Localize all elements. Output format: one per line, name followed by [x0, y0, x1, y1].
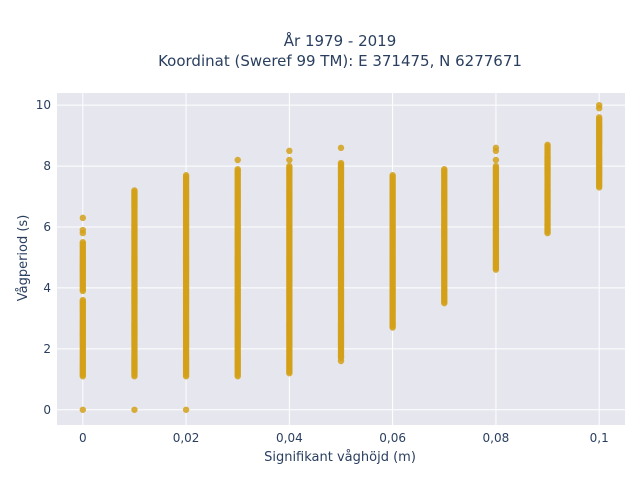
x-tick-label: 0,06	[379, 431, 406, 445]
y-axis-ticks: 0 2 4 6 8 10	[36, 98, 51, 417]
data-point	[544, 141, 551, 148]
data-point	[79, 214, 87, 222]
x-tick-label: 0,02	[173, 431, 200, 445]
x-tick-label: 0	[79, 431, 87, 445]
data-point	[595, 114, 603, 121]
data-point	[286, 156, 293, 164]
data-point	[492, 162, 500, 170]
data-point	[595, 101, 603, 109]
data-point	[286, 162, 293, 170]
data-point	[131, 187, 138, 194]
data-point	[79, 296, 87, 304]
data-point	[286, 147, 293, 155]
data-point	[182, 406, 190, 413]
y-tick-label: 0	[43, 403, 51, 417]
y-tick-label: 4	[43, 281, 51, 295]
data-point	[234, 165, 241, 173]
x-tick-label: 0,04	[276, 431, 303, 445]
y-tick-label: 10	[36, 98, 51, 112]
data-point	[441, 165, 448, 173]
data-point	[337, 357, 345, 365]
data-point	[79, 406, 87, 413]
y-axis-title: Vågperiod (s)	[16, 215, 31, 302]
y-tick-label: 8	[43, 159, 51, 173]
data-point	[182, 172, 190, 179]
x-tick-label: 0,08	[483, 431, 510, 445]
data-point	[492, 156, 500, 164]
data-points	[79, 101, 603, 413]
data-point	[492, 144, 500, 152]
chart-title-line-2: Koordinat (Sweref 99 TM): E 371475, N 62…	[158, 52, 522, 70]
y-tick-label: 2	[43, 342, 51, 356]
data-point	[79, 226, 87, 234]
data-point	[234, 156, 241, 164]
data-point	[79, 239, 87, 246]
x-tick-label: 0,1	[590, 431, 609, 445]
chart-title-line-1: År 1979 - 2019	[284, 31, 397, 50]
data-point	[389, 172, 396, 179]
data-point	[337, 159, 345, 167]
x-axis-ticks: 0 0,02 0,04 0,06 0,08 0,1	[79, 431, 609, 445]
y-tick-label: 6	[43, 220, 51, 234]
x-axis-title: Signifikant våghöjd (m)	[264, 450, 416, 465]
data-point	[337, 144, 345, 152]
data-point	[131, 406, 138, 413]
